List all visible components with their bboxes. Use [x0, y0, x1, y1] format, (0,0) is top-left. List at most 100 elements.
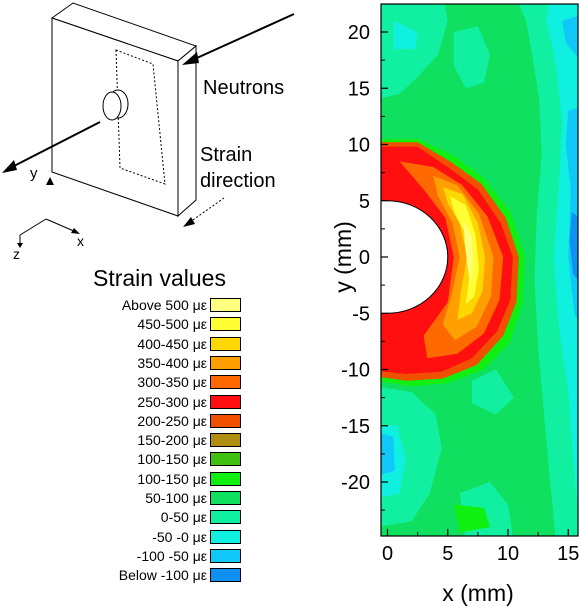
y-tick-label: 0: [359, 247, 370, 269]
contour-deepblue-right: [569, 212, 578, 281]
neutron-beam-in-arrowhead: [182, 52, 199, 65]
contour-green-bottom-patch: [453, 504, 490, 533]
contour-orange-band: [433, 176, 494, 341]
legend-item-swatch: [210, 413, 241, 428]
legend-item-swatch: [210, 355, 241, 370]
legend-item-label: 250-300 με: [137, 393, 207, 410]
x-tick-label: 15: [557, 543, 579, 565]
neutrons-label: Neutrons: [203, 77, 285, 99]
plot-background: [381, 4, 578, 536]
legend-item-swatch: [210, 510, 241, 525]
triad-x2-axis: [45, 218, 77, 233]
triad-x-label: x: [77, 233, 84, 249]
legend-item: 250-300 με: [60, 394, 250, 411]
contour-green-rim: [381, 138, 525, 387]
legend-item-swatch: [210, 433, 241, 448]
contour-red-band: [381, 146, 513, 374]
contour-yellow-band: [450, 196, 480, 305]
contour-orangered-band: [399, 161, 504, 359]
legend-item-label: 200-250 με: [137, 412, 207, 429]
legend-item: 400-450 με: [60, 336, 250, 353]
y-tick-label: -10: [341, 360, 370, 382]
legend-item: 100-150 με: [60, 451, 250, 468]
legend-item: Above 500 με: [60, 297, 250, 314]
legend-item-label: 350-400 με: [137, 354, 207, 371]
legend-item-label: -50 -0 με: [152, 528, 207, 545]
legend-item-label: 400-450 με: [137, 335, 207, 352]
measurement-region: [115, 49, 166, 185]
legend-item-swatch: [210, 548, 241, 563]
specimen-diagram: y x z: [2, 2, 295, 262]
contour-cyan-mid-strip: [471, 369, 514, 415]
legend-item-label: 0-50 με: [160, 509, 207, 526]
contour-paleyellow-core: [463, 221, 474, 286]
y-tick-label: 5: [359, 191, 370, 213]
contour-lightcyan-left-bottom: [381, 425, 406, 498]
contour-blue-top-right: [562, 15, 578, 58]
y-marker: [46, 177, 54, 185]
legend-item: -100 -50 με: [60, 548, 250, 565]
hole-edge: [387, 200, 449, 314]
legend-item-label: 100-150 με: [137, 470, 207, 487]
neutron-beam-out-arrowhead: [2, 160, 17, 173]
contour-blue-bottom-left: [381, 433, 395, 475]
contour-cyan-bottom-left: [381, 387, 442, 527]
legend-item: 50-100 με: [60, 490, 250, 507]
triad-x-arrowhead: [71, 228, 80, 234]
contour-blue-right: [565, 107, 578, 321]
legend-item-label: Above 500 με: [121, 297, 207, 313]
x-tick-label: 5: [442, 543, 453, 565]
legend-item-swatch: [210, 298, 241, 312]
legend-item: -50 -0 με: [60, 529, 250, 546]
legend-item: 350-400 με: [60, 355, 250, 372]
legend-item: 150-200 με: [60, 432, 250, 449]
legend-item: 100-150 με: [60, 471, 250, 488]
y-axis-label: y (mm): [330, 221, 356, 293]
legend-item-label: -100 -50 με: [136, 547, 207, 564]
triad-x-axis: [19, 218, 47, 236]
legend-item-swatch: [210, 336, 241, 351]
legend-item-label: 300-350 με: [137, 374, 207, 391]
hole: [381, 200, 448, 314]
y-tick-label: -5: [352, 303, 370, 325]
contour-lightcyan-top: [393, 20, 418, 49]
legend-item-swatch: [210, 471, 241, 486]
x-tick-label: 0: [382, 543, 393, 565]
legend-item-swatch: [210, 491, 241, 505]
triad-z-arrowhead: [17, 243, 23, 248]
diagram-y-label: y: [30, 165, 38, 182]
legend-item-label: 50-100 με: [145, 490, 207, 506]
legend-item: 300-350 με: [60, 374, 250, 391]
triad-z-label: z: [13, 246, 20, 262]
y-tick-label: 20: [348, 22, 370, 44]
legend-item-swatch: [210, 568, 241, 583]
plot-frame: [380, 3, 579, 537]
legend-item: 0-50 με: [60, 509, 250, 526]
hole-front: [102, 91, 122, 121]
contour-cyan-right: [518, 4, 578, 536]
y-tick-label: -15: [341, 416, 370, 438]
contour-cyan-top-left: [381, 4, 448, 99]
neutron-beam-out: [11, 121, 101, 168]
strain-direction-label-line1: Strain: [200, 144, 253, 166]
legend-item-swatch: [210, 317, 241, 332]
strain-direction-arrowhead: [183, 217, 195, 227]
x-tick-label: 10: [497, 543, 519, 565]
legend-item-swatch: [210, 529, 241, 544]
legend-item-label: 100-150 με: [137, 451, 207, 468]
legend-item: 450-500 με: [60, 316, 250, 333]
contour-cyan-top-mid: [453, 26, 490, 89]
y-tick-label: 15: [348, 78, 370, 100]
x-axis-label: x (mm): [442, 580, 514, 606]
neutron-beam-in: [187, 13, 295, 63]
contour-darkred-band: [381, 142, 519, 381]
y-tick-label: 10: [348, 135, 370, 157]
legend-item-label: 150-200 με: [137, 432, 207, 449]
legend-item: Below -100 με: [60, 567, 250, 584]
contour-cyan-bottom-mid: [459, 482, 513, 536]
strain-direction-arrow: [189, 197, 225, 223]
legend-item-swatch: [210, 452, 241, 467]
contour-lightcyan-right: [546, 4, 578, 516]
legend-item-swatch: [210, 375, 241, 390]
